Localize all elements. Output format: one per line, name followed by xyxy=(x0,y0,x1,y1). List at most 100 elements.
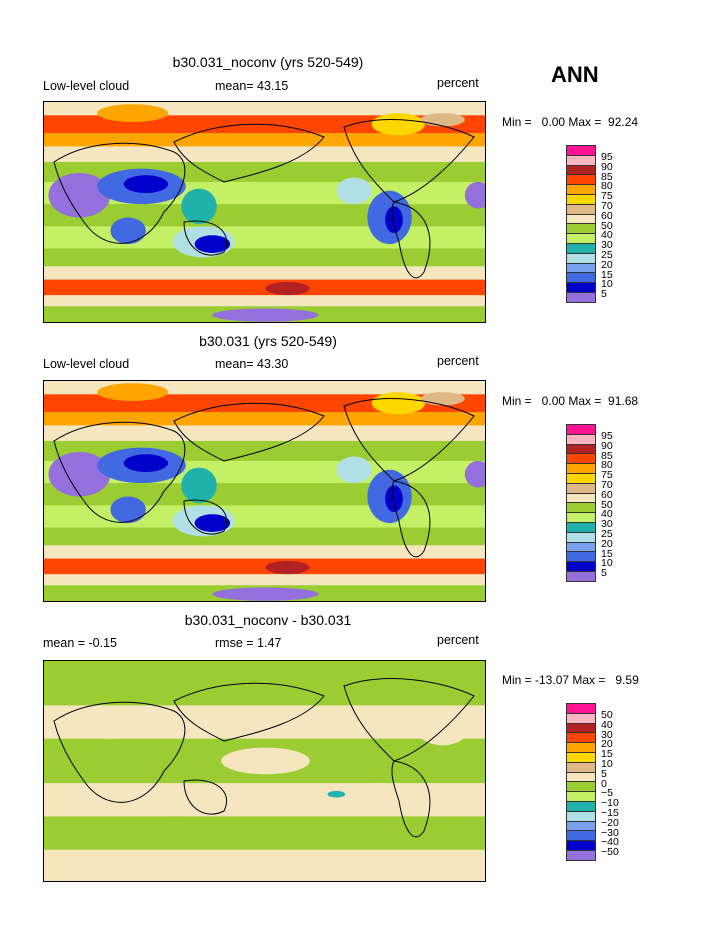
min-max-label: Min = -13.07 Max = 9.59 xyxy=(502,673,639,687)
stat-label: mean= 43.30 xyxy=(215,357,289,371)
contour-band xyxy=(44,527,485,546)
min-max-label: Min = 0.00 Max = 91.68 xyxy=(502,394,639,408)
colorbar-label: 80 xyxy=(601,180,613,193)
contour-band xyxy=(44,248,485,267)
contour-region xyxy=(420,392,465,406)
contour-map xyxy=(43,380,486,602)
field-label: Low-level cloud xyxy=(43,79,130,93)
colorbar-label: −5 xyxy=(601,787,613,800)
contour-band xyxy=(44,425,485,442)
contour-band xyxy=(44,483,485,506)
colorbar-label: 90 xyxy=(601,439,613,452)
contour-region xyxy=(464,460,485,488)
contour-band xyxy=(44,133,485,147)
colorbar-label: 10 xyxy=(601,278,613,291)
colorbar-box xyxy=(566,849,596,861)
colorbar-label: 50 xyxy=(601,219,613,232)
colorbar-label: 50 xyxy=(601,498,613,511)
colorbar-label: 50 xyxy=(601,709,613,721)
contour-band xyxy=(44,266,485,281)
colorbar-label: 5 xyxy=(601,288,607,301)
contour-region xyxy=(385,485,403,512)
colorbar-label: 40 xyxy=(601,718,613,731)
colorbar-label: 0 xyxy=(601,777,607,790)
colorbar-label: −15 xyxy=(601,807,619,819)
colorbar-label: 70 xyxy=(601,200,613,212)
colorbar-label: 10 xyxy=(601,557,613,570)
contour-band xyxy=(44,146,485,163)
stat-label: mean= 43.15 xyxy=(215,79,289,93)
contour-region xyxy=(48,173,111,218)
colorbar-label: 5 xyxy=(601,767,607,780)
contour-region xyxy=(97,383,169,401)
colorbar-label: −50 xyxy=(601,846,619,859)
colorbar-box xyxy=(566,291,596,303)
units-label: percent xyxy=(437,76,479,90)
contour-region xyxy=(194,235,231,253)
season-label: ANN xyxy=(551,62,599,87)
colorbar-label: 30 xyxy=(601,239,613,252)
contour-region xyxy=(110,496,146,524)
colorbar-label: 60 xyxy=(601,209,613,222)
colorbar-label: 15 xyxy=(601,547,613,560)
colorbar-label: 5 xyxy=(601,567,607,580)
colorbar-label: 40 xyxy=(601,229,613,242)
contour-region xyxy=(123,454,169,473)
colorbar xyxy=(566,424,596,582)
colorbar-label: 25 xyxy=(601,528,613,540)
min-max-label: Min = 0.00 Max = 92.24 xyxy=(502,115,639,129)
contour-region xyxy=(75,716,146,739)
colorbar-label: 85 xyxy=(601,449,613,462)
contour-map xyxy=(43,101,486,323)
contour-band xyxy=(44,816,485,851)
colorbar xyxy=(566,703,596,861)
contour-band xyxy=(44,574,485,586)
colorbar-label: 95 xyxy=(601,151,613,163)
units-label: percent xyxy=(437,633,479,647)
contour-band xyxy=(44,204,485,227)
contour-region xyxy=(97,104,169,122)
colorbar xyxy=(566,145,596,303)
panel-title: b30.031_noconv - b30.031 xyxy=(184,612,352,628)
colorbar-label: 30 xyxy=(601,518,613,531)
panel-title: b30.031 (yrs 520-549) xyxy=(199,333,337,349)
contour-region xyxy=(48,452,111,497)
colorbar-label: 10 xyxy=(601,758,613,770)
contour-region xyxy=(145,816,208,839)
contour-band xyxy=(44,412,485,426)
contour-region xyxy=(212,587,319,601)
contour-region xyxy=(385,206,403,233)
contour-region xyxy=(110,217,146,245)
colorbar-label: 90 xyxy=(601,160,613,173)
contour-region xyxy=(336,456,372,484)
colorbar-label: 40 xyxy=(601,508,613,521)
colorbar-label: 80 xyxy=(601,459,613,472)
colorbar-label: −20 xyxy=(601,816,619,829)
coastlines xyxy=(53,398,475,558)
contour-region xyxy=(181,467,217,504)
field-label: mean = -0.15 xyxy=(43,636,118,650)
contour-band xyxy=(44,545,485,560)
coastlines xyxy=(53,119,475,279)
colorbar-label: 20 xyxy=(601,258,613,271)
contour-region xyxy=(340,783,412,806)
contour-region xyxy=(464,181,485,209)
contour-region xyxy=(336,177,372,205)
panel-title: b30.031_noconv (yrs 520-549) xyxy=(172,54,364,70)
stat-label: rmse = 1.47 xyxy=(215,636,282,650)
contour-region xyxy=(265,281,310,296)
colorbar-label: 15 xyxy=(601,268,613,281)
colorbar-label: 60 xyxy=(601,488,613,501)
contour-band xyxy=(44,505,485,529)
contour-band xyxy=(44,279,485,296)
colorbar-label: 95 xyxy=(601,430,613,442)
colorbar-label: 20 xyxy=(601,537,613,550)
contour-region xyxy=(221,747,310,775)
field-label: Low-level cloud xyxy=(43,357,130,371)
colorbar-label: 75 xyxy=(601,469,613,482)
contour-region xyxy=(327,790,346,798)
colorbar-label: 15 xyxy=(601,748,613,761)
units-label: percent xyxy=(437,354,479,368)
colorbar-label: 20 xyxy=(601,738,613,751)
